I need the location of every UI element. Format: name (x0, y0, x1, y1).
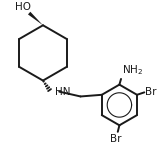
Text: NH$_2$: NH$_2$ (122, 63, 143, 76)
Text: HN: HN (55, 87, 71, 97)
Text: HO: HO (15, 2, 31, 12)
Text: Br: Br (145, 87, 157, 97)
Polygon shape (28, 12, 43, 25)
Text: Br: Br (110, 134, 122, 144)
